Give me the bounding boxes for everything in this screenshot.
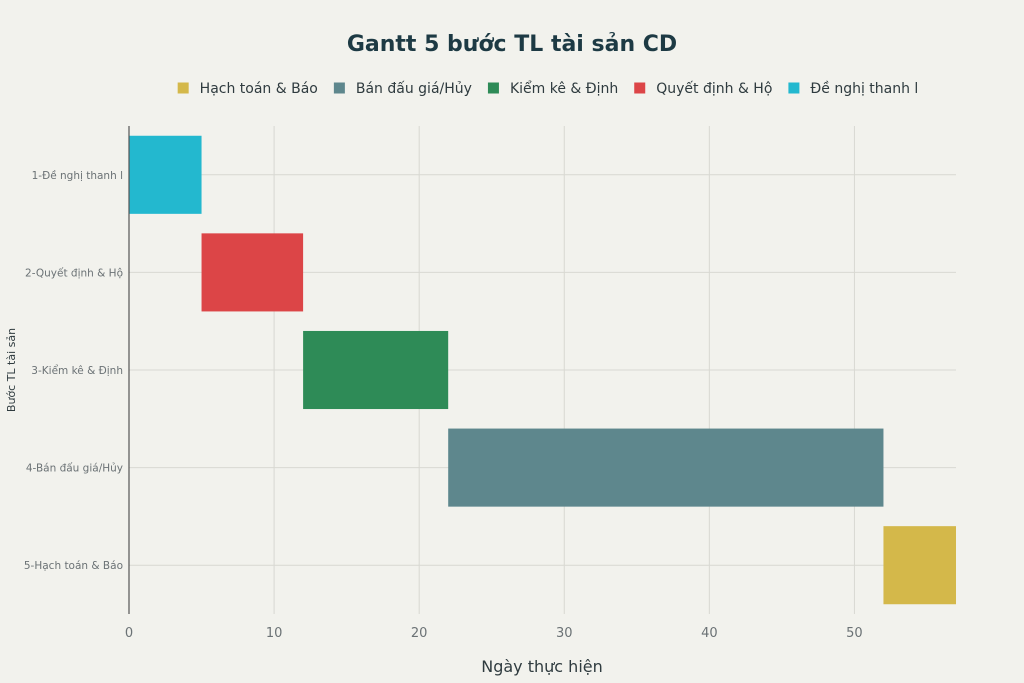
legend-swatch — [634, 82, 646, 94]
legend-swatch — [333, 82, 345, 94]
legend-label: Kiểm kê & Định — [510, 80, 618, 97]
grid-lines — [129, 126, 956, 614]
y-tick-label: 2-Quyết định & Hộ — [25, 267, 123, 279]
legend-swatch — [788, 82, 800, 94]
y-tick-label: 4-Bán đấu giá/Hủy — [26, 463, 123, 475]
y-axis-title: Bước TL tài sản — [5, 328, 18, 412]
gantt-bar — [303, 330, 449, 410]
y-tick-label: 3-Kiểm kê & Định — [31, 364, 123, 377]
legend-item: Quyết định & Hộ — [634, 80, 772, 97]
x-tick-label: 20 — [411, 626, 428, 641]
y-tick-label: 1-Đề nghị thanh l — [32, 170, 123, 182]
legend-item: Kiểm kê & Định — [487, 80, 618, 97]
gantt-bar — [448, 428, 884, 507]
gantt-bar — [201, 233, 304, 312]
x-tick-labels: 0 10 20 30 40 50 — [125, 626, 863, 641]
x-axis-title: Ngày thực hiện — [481, 657, 603, 676]
legend-item: Hạch toán & Báo — [177, 81, 318, 97]
gantt-bars — [129, 135, 956, 605]
y-tick-label: 5-Hạch toán & Báo — [24, 560, 123, 572]
x-tick-label: 0 — [125, 626, 133, 641]
chart-title: Gantt 5 bước TL tài sản CD — [347, 32, 677, 57]
legend-label: Quyết định & Hộ — [656, 80, 772, 97]
y-tick-labels: 1-Đề nghị thanh l 2-Quyết định & Hộ 3-Kiểm… — [24, 170, 123, 572]
legend-item: Đề nghị thanh l — [788, 80, 918, 97]
legend-item: Bán đấu giá/Hủy — [333, 81, 472, 97]
legend-label: Bán đấu giá/Hủy — [356, 81, 472, 97]
legend-swatch — [177, 82, 189, 94]
legend: Hạch toán & Báo Bán đấu giá/Hủy Kiểm kê & … — [177, 80, 918, 97]
x-tick-label: 50 — [846, 626, 863, 641]
x-tick-label: 10 — [266, 626, 283, 641]
gantt-bar — [883, 526, 956, 605]
x-tick-label: 30 — [556, 626, 573, 641]
legend-swatch — [487, 82, 499, 94]
legend-label: Đề nghị thanh l — [810, 80, 918, 97]
legend-label: Hạch toán & Báo — [200, 81, 318, 97]
gantt-bar — [129, 135, 202, 214]
x-tick-label: 40 — [701, 626, 718, 641]
